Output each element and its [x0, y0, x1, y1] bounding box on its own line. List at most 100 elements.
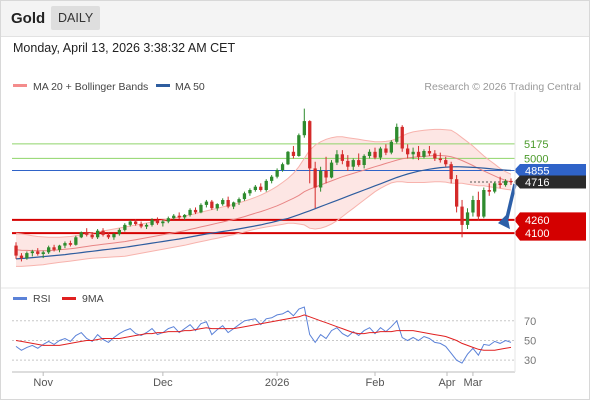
- candle-body: [155, 219, 160, 224]
- candle-body: [503, 180, 508, 186]
- candle-body: [280, 164, 285, 170]
- candle-body: [319, 170, 323, 188]
- x-tick-label-apr: Apr: [438, 377, 455, 389]
- candle-body: [302, 121, 306, 136]
- bollinger-legend-swatch: [13, 84, 27, 87]
- bollinger-legend-label: MA 20 + Bollinger Bands: [33, 81, 148, 93]
- candle-body: [449, 164, 453, 180]
- candle-body: [232, 202, 236, 207]
- timeframe-badge[interactable]: DAILY: [51, 6, 101, 30]
- candle-body: [226, 200, 230, 207]
- rsi-legend-label: RSI: [33, 293, 51, 305]
- ma50-legend-swatch: [156, 84, 170, 87]
- level-label-4855: 4855: [525, 165, 549, 177]
- x-tick-label-2026: 2026: [265, 377, 289, 389]
- candle-body: [19, 255, 24, 259]
- rsi-level-label-70: 70: [524, 316, 536, 328]
- candle-body: [79, 232, 83, 238]
- candle-body: [455, 179, 459, 207]
- chart-header: Gold DAILY: [0, 0, 590, 37]
- candle-body: [416, 151, 421, 157]
- candle-body: [63, 243, 67, 246]
- level-label-4716: 4716: [525, 177, 549, 189]
- candle-body: [74, 237, 78, 245]
- candle-body: [204, 201, 209, 205]
- ma20-line: [15, 155, 512, 252]
- candle-body: [362, 155, 366, 165]
- candle-body: [487, 190, 491, 192]
- candle-body: [433, 153, 437, 159]
- candle-body: [438, 158, 442, 161]
- candle-body: [128, 221, 132, 225]
- candle-body: [139, 224, 143, 227]
- candle-body: [25, 253, 29, 259]
- x-tick-label-mar: Mar: [463, 377, 482, 389]
- level-tag-4716: [514, 175, 586, 189]
- candle-body: [52, 247, 56, 250]
- forecast-arrow: [504, 183, 517, 223]
- candle-body: [476, 200, 480, 217]
- level-tag-4855: [514, 163, 586, 177]
- candle-body: [259, 186, 263, 190]
- candle-body: [297, 135, 301, 156]
- candle-body: [291, 151, 296, 156]
- candle-body: [68, 243, 73, 245]
- candle-body: [221, 200, 225, 205]
- candle-body: [367, 151, 372, 156]
- candle-body: [36, 251, 40, 254]
- candle-body: [215, 204, 219, 209]
- candle-body: [96, 230, 100, 238]
- candle-body: [106, 234, 111, 238]
- candle-body: [324, 170, 328, 178]
- rsi-level-label-30: 30: [524, 355, 536, 367]
- level-tag-4260: [514, 212, 586, 228]
- rsi-line: [15, 306, 512, 364]
- candle-body: [41, 252, 45, 254]
- candle-body: [357, 160, 361, 166]
- candle-body: [188, 209, 192, 215]
- candle-body: [482, 190, 486, 217]
- candle-body: [378, 148, 383, 158]
- candle-body: [329, 162, 334, 178]
- candle-body: [117, 229, 121, 235]
- candle-body: [340, 154, 344, 161]
- candle-body: [313, 168, 317, 188]
- ma50-line: [15, 166, 512, 260]
- candle-body: [101, 230, 105, 235]
- candle-body: [460, 206, 464, 225]
- candle-body: [85, 232, 89, 235]
- candle-body: [406, 148, 410, 155]
- level-label-5000: 5000: [524, 153, 548, 165]
- candle-body: [14, 245, 18, 256]
- candle-body: [248, 190, 252, 194]
- rsi-level-label-50: 50: [524, 335, 536, 347]
- candle-body: [335, 154, 339, 163]
- candle-body: [90, 234, 94, 238]
- x-tick-label-nov: Nov: [33, 377, 53, 389]
- candle-body: [275, 170, 279, 177]
- x-tick-label-feb: Feb: [366, 377, 385, 389]
- candle-body: [427, 151, 432, 154]
- candle-body: [493, 183, 497, 192]
- forecast-arrow-head: [498, 214, 510, 230]
- level-label-4260: 4260: [525, 215, 549, 227]
- bollinger-lower-line: [16, 181, 512, 267]
- candle-body: [253, 186, 257, 190]
- candle-body: [177, 215, 181, 218]
- bollinger-band-area: [16, 129, 511, 267]
- candle-body: [134, 221, 138, 224]
- level-tag-4100: [514, 225, 586, 241]
- candle-body: [411, 151, 415, 155]
- candle-body: [210, 201, 214, 209]
- candle-body: [308, 121, 312, 169]
- candle-body: [166, 218, 170, 222]
- candle-body: [498, 183, 502, 185]
- candle-body: [161, 221, 165, 224]
- candle-body: [30, 251, 34, 254]
- candle-body: [444, 160, 448, 165]
- candle-body: [47, 247, 51, 253]
- credit-label: Research © 2026 Trading Central: [424, 81, 581, 93]
- candle-body: [270, 176, 274, 181]
- candle-body: [150, 219, 154, 225]
